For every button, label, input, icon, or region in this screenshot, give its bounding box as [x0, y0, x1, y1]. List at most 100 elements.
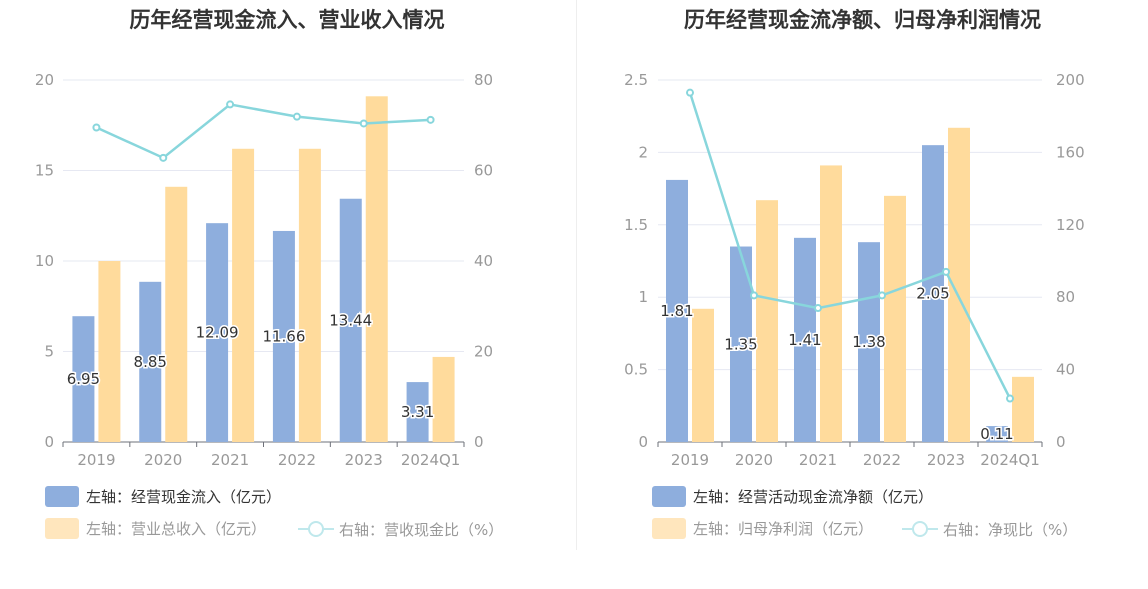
left-chart-plot: 0 5 10 15 20 0 20 40 60 80 2019 2020 2021 2022 2023 202… [35, 71, 493, 469]
y-left-tick-label: 2.5 [624, 71, 648, 89]
bar-series-2 [365, 96, 388, 442]
bar-data-label: 1.81 [660, 302, 693, 320]
y-right-tick-label: 80 [1056, 288, 1075, 306]
x-tick-label: 2019 [77, 451, 115, 469]
bar-series-1 [730, 246, 752, 442]
bar-data-label: 8.85 [134, 353, 167, 371]
legend-swatch-icon [652, 518, 686, 539]
line-point [878, 291, 886, 300]
line-point [226, 100, 235, 109]
bar-series-2 [165, 186, 188, 442]
y-right-tick-label: 160 [1056, 143, 1085, 161]
x-tick-label: 2022 [278, 451, 316, 469]
bar-series-1 [139, 281, 162, 442]
x-tick-label: 2019 [671, 451, 709, 469]
right-chart-plot: 0 0.5 1 1.5 2 2.5 0 40 80 120 160 200 2019 2020 2021 20… [624, 71, 1085, 469]
y-right-tick-label: 0 [1056, 433, 1066, 451]
left-chart-panel: 历年经营现金流入、营业收入情况 0 5 10 15 20 0 20 40 60 80 2019 202… [35, 8, 503, 540]
bar-series-2 [884, 195, 906, 442]
line-point [814, 304, 822, 313]
bar-series-2 [98, 261, 121, 442]
bar-series-2 [692, 308, 714, 442]
chart-title: 历年经营现金流净额、归母净利润情况 [684, 8, 1041, 32]
y-right-tick-label: 80 [474, 71, 493, 89]
line-point [359, 119, 368, 128]
bar-series-2 [232, 148, 255, 442]
legend-item-cash-ratio[interactable]: 右轴：营收现金比（%） [298, 518, 503, 540]
bar-series-2 [298, 148, 321, 442]
line-point [426, 115, 435, 124]
legend-label: 右轴：营收现金比（%） [339, 520, 504, 539]
bar-data-label: 1.41 [788, 331, 821, 349]
legend-label: 左轴：经营现金流入（亿元） [86, 488, 282, 506]
y-right-tick-label: 120 [1056, 216, 1085, 234]
line-series [688, 92, 1012, 400]
y-left-tick-label: 1.5 [624, 216, 648, 234]
x-tick-label: 2023 [345, 451, 383, 469]
legend-label: 左轴：归母净利润（亿元） [693, 520, 874, 538]
bar-data-label: 1.35 [724, 335, 757, 353]
bar-series-1 [986, 426, 1008, 442]
y-right-tick-label: 200 [1056, 71, 1085, 89]
y-right-tick-label: 20 [474, 343, 493, 361]
bar-data-label: 13.44 [329, 311, 372, 329]
y-left-tick-label: 0.5 [624, 361, 648, 379]
y-left-tick-label: 0 [44, 433, 54, 451]
bar-series-1 [794, 237, 816, 442]
bar-data-label: 11.66 [262, 327, 305, 345]
bar-series-1 [72, 316, 95, 442]
line-point [686, 88, 694, 97]
x-tick-label: 2021 [211, 451, 249, 469]
x-tick-label: 2024Q1 [980, 451, 1040, 469]
y-right-tick-label: 40 [1056, 361, 1075, 379]
x-tick-label: 2020 [735, 451, 773, 469]
bar-data-label: 12.09 [196, 324, 239, 342]
y-left-tick-label: 15 [35, 162, 54, 180]
y-left-tick-label: 2 [638, 143, 648, 161]
legend-swatch-icon [652, 486, 686, 507]
right-chart-panel: 历年经营现金流净额、归母净利润情况 0 0.5 1 1.5 2 2.5 0 40 80 120 16… [577, 0, 1148, 589]
y-left-tick-label: 20 [35, 71, 54, 89]
x-tick-label: 2021 [799, 451, 837, 469]
y-right-tick-label: 60 [474, 162, 493, 180]
y-left-tick-label: 5 [44, 343, 54, 361]
legend-swatch-icon [45, 518, 79, 539]
line-point [159, 153, 168, 162]
bar-series-2 [756, 200, 778, 442]
bar-series-1 [272, 230, 295, 442]
legend-item-revenue[interactable]: 左轴：营业总收入（亿元） [45, 518, 266, 539]
y-right-tick-label: 40 [474, 252, 493, 270]
bar-series-1 [339, 198, 362, 442]
legend-item-net-profit[interactable]: 左轴：归母净利润（亿元） [652, 518, 873, 539]
bar-series-2 [948, 127, 970, 442]
bar-data-label: 2.05 [916, 285, 949, 303]
line-point [92, 123, 101, 132]
bar-series-1 [858, 242, 880, 442]
legend-item-inflow[interactable]: 左轴：经营现金流入（亿元） [45, 486, 281, 507]
bar-series-1 [406, 382, 429, 442]
bar-series-2 [432, 356, 455, 442]
line-point [750, 291, 758, 300]
legend-line-circle-icon [298, 521, 334, 537]
x-tick-label: 2022 [863, 451, 901, 469]
chart-title: 历年经营现金流入、营业收入情况 [129, 8, 445, 32]
bar-series-1 [666, 179, 688, 443]
y-right-tick-label: 0 [474, 433, 484, 451]
line-point [942, 267, 950, 276]
legend-item-net-cash-ratio[interactable]: 右轴：净现比（%） [902, 518, 1077, 540]
legend-line-circle-icon [902, 521, 938, 537]
legend-label: 左轴：营业总收入（亿元） [86, 520, 267, 538]
bar-series-1 [922, 145, 944, 442]
legend-item-net-cash-flow[interactable]: 左轴：经营活动现金流净额（亿元） [652, 486, 933, 507]
panel-divider [576, 0, 577, 550]
bar-series-2 [1012, 376, 1034, 442]
bar-data-label: 6.95 [67, 370, 100, 388]
bar-data-label: 0.11 [980, 425, 1013, 443]
x-tick-label: 2023 [927, 451, 965, 469]
legend-swatch-icon [45, 486, 79, 507]
y-left-tick-label: 1 [638, 288, 648, 306]
legend-label: 右轴：净现比（%） [943, 520, 1078, 539]
x-tick-label: 2024Q1 [401, 451, 461, 469]
bar-series-1 [206, 223, 229, 442]
line-point [1006, 394, 1014, 403]
